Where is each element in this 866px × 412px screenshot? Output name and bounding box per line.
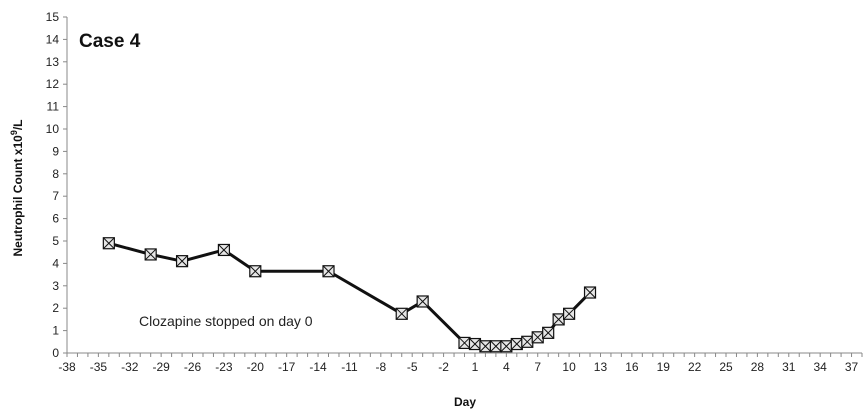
y-tick-label: 0 (52, 346, 59, 360)
y-tick-label: 7 (52, 189, 59, 203)
y-tick-label: 1 (52, 324, 59, 338)
x-tick-label: 25 (719, 360, 733, 374)
y-tick-label: 10 (46, 122, 60, 136)
x-tick-label: -29 (152, 360, 170, 374)
x-tick-label: 7 (534, 360, 541, 374)
y-tick-label: 15 (46, 10, 60, 24)
data-point (416, 295, 429, 308)
data-point (175, 255, 189, 268)
x-tick-label: -26 (184, 360, 202, 374)
x-tick-label: -20 (247, 360, 265, 374)
y-tick-label: 9 (52, 144, 59, 158)
data-point (468, 337, 482, 351)
x-tick-label: 19 (657, 360, 671, 374)
y-tick-label: 2 (52, 301, 59, 315)
y-tick-label: 3 (52, 279, 59, 293)
x-tick-label: -32 (121, 360, 139, 374)
y-tick-label: 8 (52, 167, 59, 181)
x-tick-label: -23 (215, 360, 233, 374)
y-tick-label: 11 (47, 100, 60, 114)
x-tick-label: -35 (90, 360, 108, 374)
y-tick-label: 6 (52, 212, 59, 226)
data-point (510, 337, 523, 351)
y-tick-label: 13 (46, 55, 60, 69)
data-point (458, 336, 471, 350)
x-tick-label: 28 (751, 360, 765, 374)
data-point (552, 313, 565, 326)
x-tick-label: 1 (472, 360, 479, 374)
data-point (102, 237, 115, 250)
y-tick-label: 5 (52, 234, 59, 248)
data-point (500, 340, 513, 353)
data-point (217, 243, 231, 257)
data-point (583, 286, 597, 299)
y-tick-label: 4 (52, 256, 59, 270)
data-point (489, 340, 502, 353)
y-axis-title: Neutrophil Count x109/L (9, 119, 25, 256)
annotation-clozapine-stopped: Clozapine stopped on day 0 (139, 313, 313, 329)
x-tick-label: -11 (341, 360, 358, 374)
data-point (249, 265, 262, 278)
x-tick-label: 16 (625, 360, 639, 374)
data-point (395, 307, 408, 320)
x-tick-label: 4 (503, 360, 510, 374)
axes (66, 17, 862, 354)
data-point (322, 265, 335, 278)
x-tick-label: 10 (562, 360, 576, 374)
x-tick-label: -2 (438, 360, 449, 374)
x-tick-label: 34 (813, 360, 827, 374)
x-tick-label: -38 (58, 360, 76, 374)
data-point (563, 307, 576, 320)
x-tick-label: -5 (407, 360, 418, 374)
data-point (479, 340, 492, 353)
data-point (531, 331, 544, 344)
x-tick-label: 13 (594, 360, 608, 374)
y-tick-label: 14 (46, 32, 60, 46)
x-tick-label: 31 (782, 360, 796, 374)
x-tick-label: 37 (845, 360, 859, 374)
data-point (521, 335, 534, 348)
x-tick-label: 22 (688, 360, 702, 374)
x-tick-label: -17 (278, 360, 296, 374)
y-tick-label: 12 (46, 77, 60, 91)
x-tick-label: -14 (309, 360, 327, 374)
data-point (542, 326, 555, 339)
chart-title: Case 4 (79, 31, 141, 52)
data-point (144, 248, 157, 261)
series-layer (102, 237, 597, 353)
x-axis-title: Day (454, 395, 476, 409)
x-tick-label: -8 (375, 360, 386, 374)
